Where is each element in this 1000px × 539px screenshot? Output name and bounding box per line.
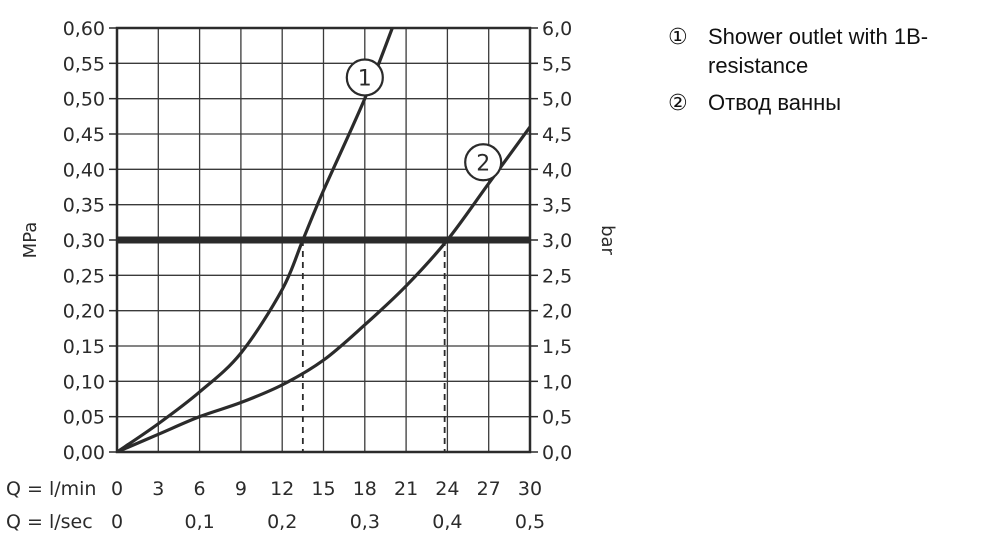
x-primary-tick-label: 0 — [111, 478, 123, 500]
x-primary-tick-label: 12 — [270, 478, 294, 500]
x-secondary-tick-label: 0,1 — [184, 511, 214, 533]
legend-marker-2: ② — [668, 90, 688, 115]
legend-label-2: Отвод ванны — [708, 90, 842, 115]
series-1-marker-circle — [345, 58, 384, 97]
x-secondary-axis-label: Q = l/sec — [6, 511, 93, 533]
y-right-tick-label: 4,5 — [542, 124, 572, 146]
y-left-tick-label: 0,30 — [63, 230, 105, 252]
y-right-axis-label: bar — [597, 225, 618, 255]
x-primary-tick-label: 6 — [194, 478, 206, 500]
legend-label-1: Shower outlet with 1B-resistance — [708, 24, 929, 78]
series-2-marker-circle — [464, 143, 503, 182]
legend: ① Shower outlet with 1B-resistance ② Отв… — [668, 22, 998, 125]
y-right-tick-label: 2,5 — [542, 265, 572, 287]
x-secondary-tick-label: 0,5 — [515, 511, 545, 533]
x-primary-axis-label: Q = l/min — [6, 478, 96, 500]
x-secondary-tick-label: 0 — [111, 511, 123, 533]
y-right-tick-label: 2,0 — [542, 301, 572, 323]
y-right-tick-label: 4,0 — [542, 159, 572, 181]
y-right-tick-label: 6,0 — [542, 18, 572, 40]
y-right-tick-label: 1,5 — [542, 336, 572, 358]
x-secondary-tick-label: 0,3 — [350, 511, 380, 533]
y-left-tick-label: 0,60 — [63, 18, 105, 40]
x-secondary-tick-label: 0,2 — [267, 511, 297, 533]
x-primary-tick-label: 15 — [311, 478, 335, 500]
x-secondary-tick-label: 0,4 — [432, 511, 462, 533]
legend-item-2: ② Отвод ванны — [668, 88, 998, 117]
y-left-tick-label: 0,50 — [63, 89, 105, 111]
legend-marker-1: ① — [668, 24, 688, 49]
series-1-line — [117, 28, 394, 452]
y-right-tick-label: 5,5 — [542, 53, 572, 75]
y-right-tick-label: 5,0 — [542, 89, 572, 111]
y-left-tick-label: 0,10 — [63, 371, 105, 393]
y-left-tick-label: 0,35 — [63, 195, 105, 217]
y-right-tick-label: 3,5 — [542, 195, 572, 217]
y-left-tick-label: 0,55 — [63, 53, 105, 75]
x-primary-tick-label: 30 — [518, 478, 542, 500]
legend-item-1: ① Shower outlet with 1B-resistance — [668, 22, 998, 80]
series-2-marker-label: 2 — [476, 151, 490, 176]
y-right-tick-label: 0,5 — [542, 407, 572, 429]
x-primary-tick-label: 3 — [152, 478, 164, 500]
y-right-tick-label: 0,0 — [542, 442, 572, 464]
y-left-tick-label: 0,15 — [63, 336, 105, 358]
x-primary-tick-label: 27 — [477, 478, 501, 500]
x-primary-tick-label: 18 — [353, 478, 377, 500]
y-left-tick-label: 0,00 — [63, 442, 105, 464]
y-left-axis-label: MPa — [20, 222, 41, 259]
series-1-marker-label: 1 — [358, 66, 372, 91]
x-primary-tick-label: 9 — [235, 478, 247, 500]
y-left-tick-label: 0,05 — [63, 407, 105, 429]
y-left-tick-label: 0,45 — [63, 124, 105, 146]
y-left-tick-label: 0,40 — [63, 159, 105, 181]
y-right-tick-label: 1,0 — [542, 371, 572, 393]
x-primary-tick-label: 24 — [435, 478, 459, 500]
x-primary-tick-label: 21 — [394, 478, 418, 500]
series-2-line — [117, 125, 530, 452]
y-left-tick-label: 0,25 — [63, 265, 105, 287]
y-left-tick-label: 0,20 — [63, 301, 105, 323]
y-right-tick-label: 3,0 — [542, 230, 572, 252]
